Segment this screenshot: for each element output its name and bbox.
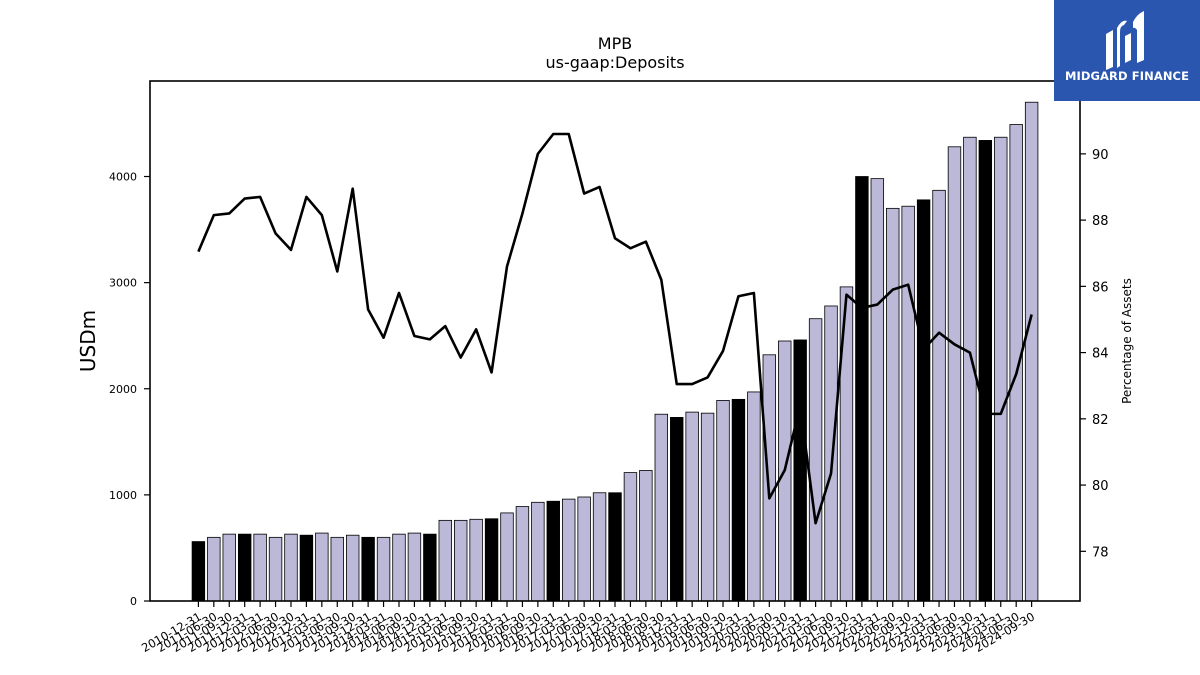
bar: [500, 512, 514, 602]
bar: [562, 498, 576, 602]
bar: [454, 519, 468, 602]
bar: [222, 533, 236, 602]
bar: [1024, 101, 1039, 602]
bar: [886, 207, 900, 602]
bar: [901, 205, 915, 602]
y2-axis-label: Percentage of Assets: [1120, 278, 1134, 404]
logo-mark-icon: [1106, 11, 1144, 70]
bar: [700, 412, 715, 602]
y2-tick-label: 86: [1092, 280, 1109, 295]
y2-tick-label: 88: [1092, 214, 1109, 229]
bar: [207, 536, 221, 602]
bar: [994, 136, 1008, 602]
bar: [546, 500, 560, 602]
y-tick-label: 2000: [109, 383, 137, 396]
bar: [392, 533, 406, 602]
bar: [747, 391, 761, 602]
bar: [608, 492, 622, 602]
bar: [361, 536, 375, 602]
bar: [577, 496, 591, 602]
y-tick-label: 4000: [109, 171, 137, 184]
bar: [345, 534, 360, 602]
bar: [407, 532, 422, 602]
bar: [685, 411, 699, 602]
chart-subtitle: us-gaap:Deposits: [545, 53, 684, 72]
bar: [469, 518, 483, 602]
bar: [592, 492, 607, 602]
bar: [438, 519, 452, 602]
y-tick-label: 3000: [109, 277, 137, 290]
y-tick-label: 0: [130, 595, 137, 608]
bar: [299, 534, 314, 602]
bar: [623, 472, 638, 602]
bar: [808, 318, 823, 602]
y2-axis-ticks: 78 80 82 84 86 88 90: [1080, 148, 1109, 560]
logo-text: MIDGARD FINANCE: [1064, 69, 1190, 83]
x-axis-ticks: 2010-12-312011-06-302011-09-302011-12-31…: [139, 601, 1037, 655]
bar: [932, 189, 946, 602]
y2-tick-label: 90: [1092, 148, 1109, 163]
midgard-finance-logo: MIDGARD FINANCE: [1054, 0, 1200, 101]
bar: [191, 541, 206, 602]
bar: [531, 501, 545, 602]
bar: [824, 305, 838, 602]
bar: [515, 506, 530, 602]
bar: [947, 146, 962, 602]
bar: [315, 532, 329, 602]
bar: [978, 140, 993, 602]
bar: [870, 178, 885, 602]
chart-title: MPB: [598, 34, 632, 53]
y2-tick-label: 82: [1092, 413, 1109, 428]
bar: [916, 199, 931, 602]
bar: [268, 536, 283, 602]
bar: [1009, 124, 1023, 602]
percentage-line: [197, 132, 1033, 525]
bar: [855, 176, 869, 602]
bar: [484, 518, 499, 602]
bar: [330, 536, 344, 602]
bar: [762, 354, 777, 602]
y-tick-label: 1000: [109, 489, 137, 502]
bar: [639, 470, 653, 602]
y2-tick-label: 78: [1092, 545, 1109, 560]
bar: [670, 417, 684, 602]
bar: [376, 536, 391, 602]
y2-tick-label: 80: [1092, 479, 1109, 494]
y-axis-ticks: 0 1000 2000 3000 4000: [109, 171, 150, 608]
y2-tick-label: 84: [1092, 347, 1109, 362]
bar: [731, 398, 746, 602]
bar: [253, 533, 267, 602]
y-axis-label: USDm: [76, 310, 100, 372]
bar: [423, 533, 437, 602]
bar: [716, 400, 730, 602]
bar: [793, 339, 807, 602]
bar-series: [191, 101, 1039, 602]
bar: [654, 413, 669, 602]
bar: [237, 533, 252, 602]
bar: [284, 533, 298, 602]
